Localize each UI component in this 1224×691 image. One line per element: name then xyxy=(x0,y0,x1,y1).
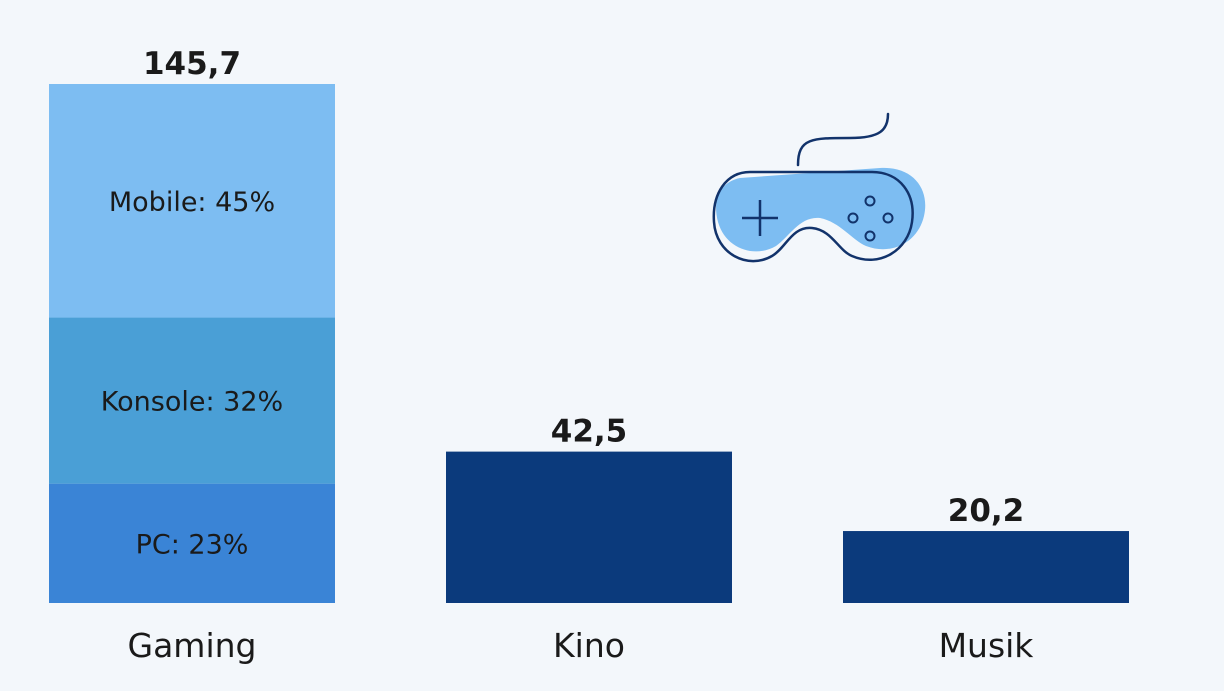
segment-mobile-label: Mobile: 45% xyxy=(109,187,275,218)
bar-segment-pc xyxy=(49,483,335,603)
value-label-gaming: 145,7 xyxy=(143,46,241,82)
value-label-musik: 20,2 xyxy=(948,493,1025,529)
bar-segment-konsole xyxy=(49,317,335,484)
category-label-musik: Musik xyxy=(939,626,1035,665)
segment-pc-label: PC: 23% xyxy=(136,529,249,560)
bar-segment-mobile xyxy=(49,84,335,318)
segment-konsole-label: Konsole: 32% xyxy=(101,387,283,418)
category-label-gaming: Gaming xyxy=(128,626,257,665)
bar-kino xyxy=(446,451,732,603)
bar-musik xyxy=(843,531,1129,603)
value-label-kino: 42,5 xyxy=(551,414,628,450)
gamepad-icon xyxy=(712,112,926,263)
category-label-kino: Kino xyxy=(553,626,625,665)
